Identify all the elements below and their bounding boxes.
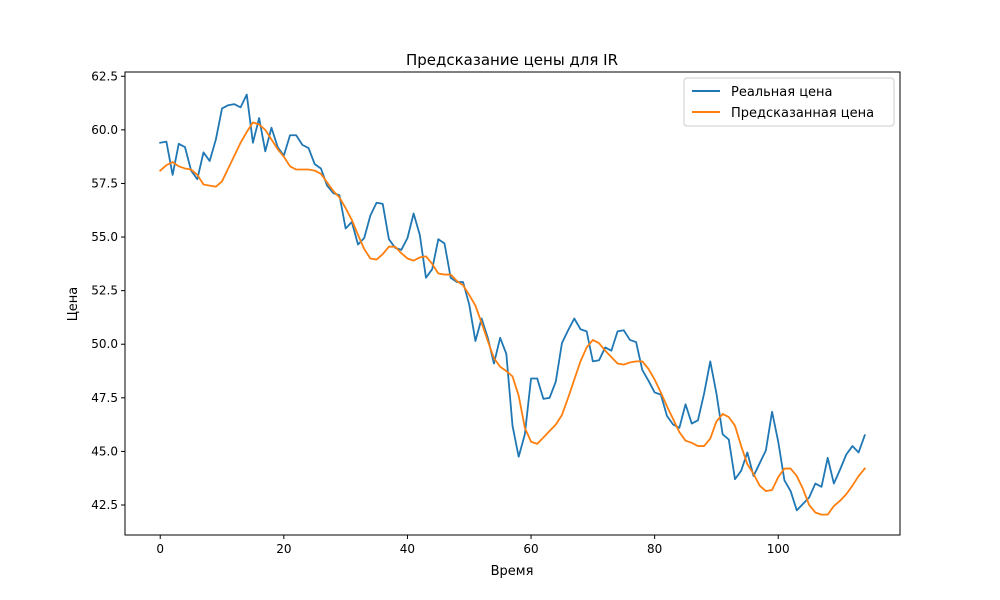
legend: Реальная цена Предсказанная цена: [683, 77, 895, 127]
plot-area: [158, 93, 867, 516]
y-tick-label: 57.5: [91, 176, 118, 190]
y-tick-label: 42.5: [91, 498, 118, 512]
x-tick-label: 60: [523, 542, 538, 556]
y-tick-label: 62.5: [91, 69, 118, 83]
y-tick-label: 52.5: [91, 284, 118, 298]
y-axis-label: Цена: [66, 287, 81, 322]
series-line-predicted: [158, 121, 867, 516]
legend-box: [683, 77, 895, 127]
y-tick-label: 47.5: [91, 391, 118, 405]
x-axis-label: Время: [491, 564, 534, 579]
x-tick-label: 40: [400, 542, 415, 556]
x-axis: 0 20 40 60 80 100: [156, 535, 790, 556]
x-tick-label: 0: [156, 542, 164, 556]
legend-label-real: Реальная цена: [731, 85, 833, 100]
y-tick-label: 55.0: [91, 230, 118, 244]
x-tick-label: 20: [276, 542, 291, 556]
x-tick-label: 100: [767, 542, 790, 556]
y-tick-label: 60.0: [91, 123, 118, 137]
y-tick-label: 50.0: [91, 337, 118, 351]
series-line-real: [159, 93, 866, 512]
chart-title: Предсказание цены для IR: [406, 51, 618, 69]
y-axis: 42.5 45.0 47.5 50.0 52.5 55.0 57.5 60.0 62.5: [91, 69, 125, 512]
y-tick-label: 45.0: [91, 444, 118, 458]
axes-frame: [124, 71, 901, 536]
legend-label-predicted: Предсказанная цена: [731, 106, 874, 121]
x-tick-label: 80: [647, 542, 662, 556]
